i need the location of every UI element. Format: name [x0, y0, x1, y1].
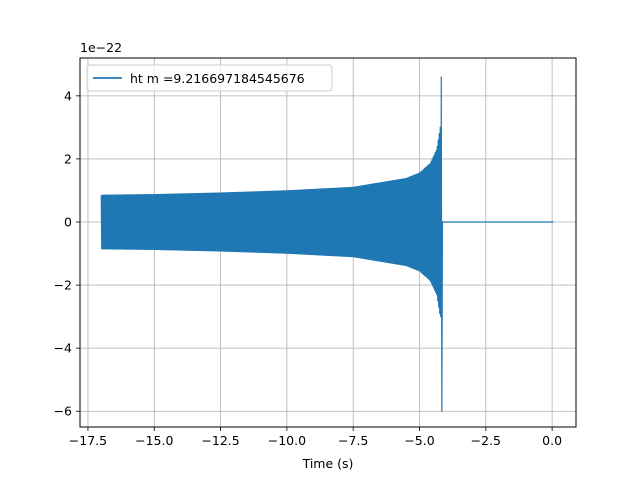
y-tick-label: 4: [64, 88, 72, 103]
y-tick-label: −6: [54, 404, 72, 419]
x-tick-label: −10.0: [268, 433, 306, 448]
legend-entry: ht m =9.216697184545676: [130, 71, 305, 86]
series-line-ht: [100, 76, 554, 412]
x-tick-label: −17.5: [69, 433, 107, 448]
legend: ht m =9.216697184545676: [86, 64, 333, 92]
series-ht: [100, 76, 554, 412]
x-axis-label: Time (s): [302, 456, 354, 471]
y-axis-ticks: −6 −4 −2 0 2 4: [54, 88, 80, 419]
x-tick-label: −15.0: [135, 433, 173, 448]
legend-box: [86, 64, 333, 92]
y-tick-label: 2: [64, 151, 72, 166]
x-tick-label: 0.0: [542, 433, 562, 448]
x-tick-label: −2.5: [471, 433, 501, 448]
x-tick-label: −7.5: [338, 433, 368, 448]
x-axis-ticks: −17.5 −15.0 −12.5 −10.0 −7.5 −5.0 −2.5 0.0: [69, 427, 562, 448]
x-tick-label: −12.5: [201, 433, 239, 448]
y-tick-label: −2: [54, 278, 72, 293]
x-tick-label: −5.0: [404, 433, 434, 448]
axes-frame: [79, 57, 577, 428]
y-tick-label: −4: [54, 341, 72, 356]
y-offset-label: 1e−22: [80, 40, 122, 55]
y-tick-label: 0: [64, 215, 72, 230]
